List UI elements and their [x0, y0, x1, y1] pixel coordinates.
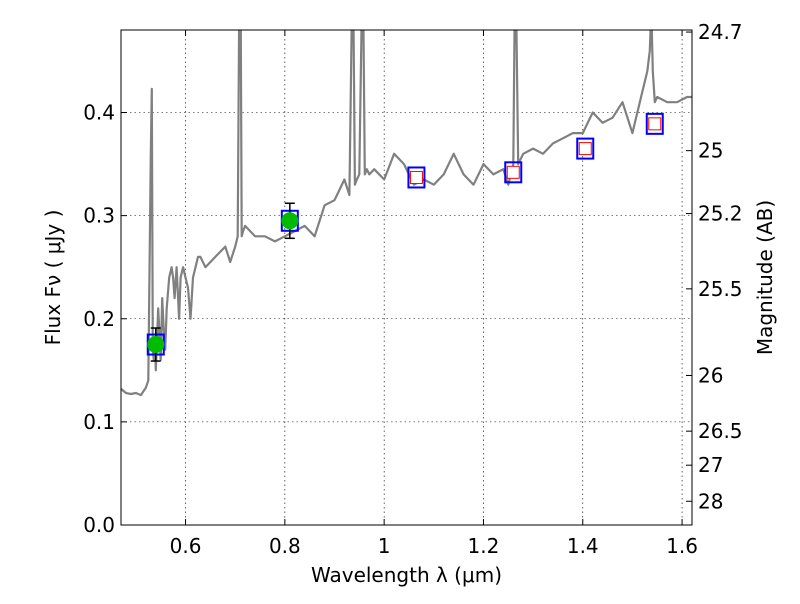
model-box-marker [645, 112, 664, 135]
model-box-marker [407, 166, 426, 189]
y2-tick-label: 25.5 [698, 277, 743, 301]
y2-tick-label: 27 [698, 453, 723, 477]
y2-tick-label: 26 [698, 363, 723, 387]
model-box-marker [576, 137, 595, 160]
axis-ticks [121, 30, 692, 526]
axis-labels: 0.6 0.8 1 1.2 1.4 1.6 0.0 0.1 0.2 0.3 0.4 24.7 25 25.… [41, 20, 777, 587]
upper-box-marker [409, 170, 423, 184]
observed-point [281, 212, 299, 230]
observed-point [147, 336, 165, 354]
model-box-marker [504, 161, 523, 184]
spectrum-line [121, 30, 692, 397]
y2-tick-label: 25.2 [698, 202, 743, 226]
upper-box-marker [578, 142, 592, 156]
y-tick-label: 0.4 [83, 101, 115, 125]
plot-frame [120, 29, 693, 526]
y2-tick-label: 26.5 [698, 419, 743, 443]
photometry-markers [146, 112, 664, 362]
spectrum-layer [121, 30, 692, 397]
x-tick-label: 1.6 [666, 534, 698, 558]
y-axis-label: Flux Fν ( μJy ) [41, 210, 65, 346]
y2-tick-label: 28 [698, 489, 723, 513]
x-tick-label: 0.8 [269, 534, 301, 558]
y-tick-label: 0.1 [83, 410, 115, 434]
upper-box-marker [506, 165, 520, 179]
y-tick-label: 0.0 [83, 513, 115, 537]
y2-tick-label: 25 [698, 139, 723, 163]
x-tick-label: 1 [378, 534, 391, 558]
y-tick-label: 0.2 [83, 307, 115, 331]
x-tick-label: 0.6 [170, 534, 202, 558]
upper-box-marker [648, 117, 662, 131]
grid [121, 30, 692, 526]
x-axis-label: Wavelength λ (μm) [311, 563, 502, 587]
x-tick-label: 1.4 [567, 534, 599, 558]
y2-tick-label: 24.7 [698, 20, 743, 44]
y2-axis-label: Magnitude (AB) [753, 200, 777, 355]
x-tick-label: 1.2 [468, 534, 500, 558]
y-tick-label: 0.3 [83, 204, 115, 228]
